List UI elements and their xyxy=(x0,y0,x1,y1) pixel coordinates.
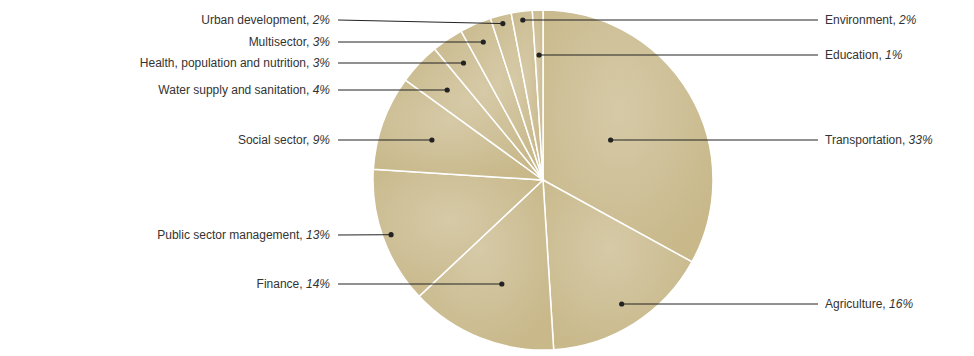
svg-text:Public sector management, 13%: Public sector management, 13% xyxy=(157,228,330,242)
svg-text:Environment, 2%: Environment, 2% xyxy=(825,13,917,27)
svg-text:Urban development, 2%: Urban development, 2% xyxy=(201,13,330,27)
svg-text:Transportation, 33%: Transportation, 33% xyxy=(825,133,933,147)
svg-text:Education, 1%: Education, 1% xyxy=(825,48,903,62)
svg-text:Health, population and nutriti: Health, population and nutrition, 3% xyxy=(140,56,330,70)
svg-text:Water supply and sanitation, 4: Water supply and sanitation, 4% xyxy=(158,83,330,97)
svg-text:Finance, 14%: Finance, 14% xyxy=(257,277,331,291)
svg-text:Multisector, 3%: Multisector, 3% xyxy=(249,35,331,49)
svg-text:Social sector, 9%: Social sector, 9% xyxy=(238,133,330,147)
svg-text:Agriculture, 16%: Agriculture, 16% xyxy=(825,297,913,311)
